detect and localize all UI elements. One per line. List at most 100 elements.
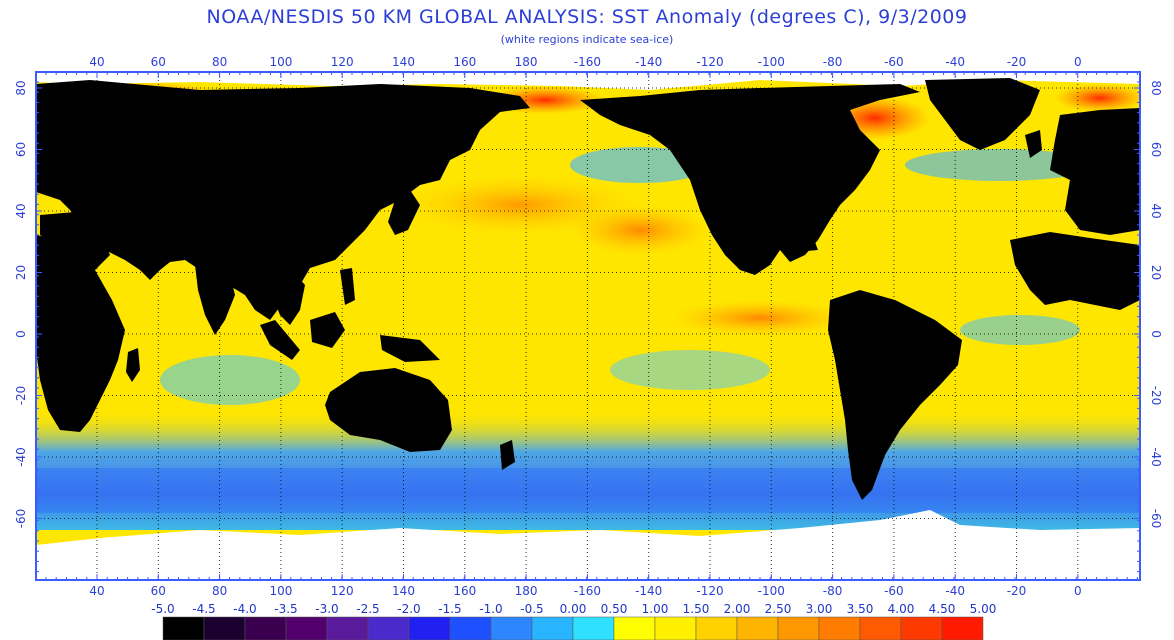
colorbar-label: -0.5	[520, 602, 543, 616]
land-west-africa	[1010, 232, 1140, 310]
colorbar-label: 2.00	[724, 602, 751, 616]
colorbar-swatch	[859, 616, 902, 640]
colorbar-swatch	[777, 616, 820, 640]
lon-label-bottom: 40	[89, 584, 104, 598]
land-north-america	[580, 84, 920, 275]
colorbar-swatch	[900, 616, 943, 640]
lat-label-right: -20	[1149, 386, 1163, 406]
colorbar-swatch	[449, 616, 492, 640]
lon-label-top: 0	[1074, 55, 1082, 69]
lat-label-left: 80	[14, 80, 28, 95]
colorbar-swatch	[326, 616, 369, 640]
land-newguinea	[380, 335, 440, 362]
lat-label-left: -40	[14, 447, 28, 467]
lon-label-top: -60	[884, 55, 904, 69]
colorbar-label: 5.00	[970, 602, 997, 616]
colorbar-label: -1.5	[438, 602, 461, 616]
lon-label-top: -160	[574, 55, 601, 69]
landmasses	[36, 78, 1140, 500]
lon-label-bottom: 60	[151, 584, 166, 598]
land-australia	[325, 368, 452, 452]
tick-marks	[36, 72, 1140, 580]
colorbar-label: -2.0	[397, 602, 420, 616]
lon-axis-bottom: 40 60 80 100 120 140 160 180 -160 -140 -120 -100 -80…	[89, 584, 1081, 598]
lat-axis-left: 80 60 40 20 0 -20 -40 -60	[14, 80, 28, 528]
colorbar-swatch	[367, 616, 410, 640]
colorbar-swatch	[613, 616, 656, 640]
lon-label-bottom: -60	[884, 584, 904, 598]
lon-label-top: 80	[212, 55, 227, 69]
lon-label-top: 140	[392, 55, 415, 69]
lon-label-bottom: 140	[392, 584, 415, 598]
colorbar-label: -5.0	[151, 602, 174, 616]
cool-south-atlantic	[960, 315, 1080, 345]
lat-label-left: 60	[14, 142, 28, 157]
southern-ocean-band	[36, 410, 1140, 530]
lat-label-right: 80	[1149, 80, 1163, 95]
warm-pacific-mid	[570, 205, 710, 255]
land-europe	[1050, 108, 1140, 235]
land-greenland	[925, 78, 1040, 150]
lat-label-left: 20	[14, 265, 28, 280]
colorbar-label: -2.5	[356, 602, 379, 616]
lon-label-top: 60	[151, 55, 166, 69]
lon-label-bottom: 160	[453, 584, 476, 598]
colorbar-label: 4.50	[929, 602, 956, 616]
colorbar-label: 1.50	[683, 602, 710, 616]
land-arabia	[40, 212, 110, 270]
lon-label-bottom: 100	[269, 584, 292, 598]
lat-axis-right: 80 60 40 20 0 -20 -40 -60	[1149, 80, 1163, 528]
colorbar	[162, 616, 984, 640]
lat-label-right: -40	[1149, 447, 1163, 467]
lon-label-top: -140	[635, 55, 662, 69]
lon-label-top: -100	[758, 55, 785, 69]
lon-label-top: -120	[696, 55, 723, 69]
map-subtitle: (white regions indicate sea-ice)	[500, 33, 674, 46]
lat-label-left: 40	[14, 203, 28, 218]
lon-label-bottom: -100	[758, 584, 785, 598]
lon-label-bottom: 180	[515, 584, 538, 598]
lat-label-right: 20	[1149, 265, 1163, 280]
lon-label-bottom: -120	[696, 584, 723, 598]
colorbar-label: -3.5	[274, 602, 297, 616]
lat-label-right: -60	[1149, 509, 1163, 529]
cool-indian	[160, 355, 300, 405]
cool-east-pacific	[610, 350, 770, 390]
colorbar-swatch	[736, 616, 779, 640]
land-south-america	[828, 290, 962, 500]
lon-label-top: -20	[1007, 55, 1027, 69]
colorbar-label: -1.0	[479, 602, 502, 616]
lat-label-right: 60	[1149, 142, 1163, 157]
colorbar-swatch	[941, 616, 984, 640]
colorbar-swatch	[285, 616, 328, 640]
antarctic-ice	[36, 510, 1140, 580]
colorbar-swatch	[244, 616, 287, 640]
land-madagascar	[126, 348, 140, 382]
lon-label-top: 40	[89, 55, 104, 69]
lon-label-bottom: -160	[574, 584, 601, 598]
arctic-ice	[36, 72, 1140, 90]
colorbar-swatch	[695, 616, 738, 640]
lon-label-bottom: -20	[1007, 584, 1027, 598]
lat-label-right: 40	[1149, 203, 1163, 218]
land-uk	[1025, 130, 1042, 158]
lon-label-bottom: -140	[635, 584, 662, 598]
colorbar-swatch	[572, 616, 615, 640]
land-cuba	[790, 242, 818, 252]
colorbar-label: 3.50	[847, 602, 874, 616]
lat-label-left: -60	[14, 509, 28, 529]
lon-label-top: -40	[945, 55, 965, 69]
lon-label-bottom: 80	[212, 584, 227, 598]
lon-label-top: 120	[331, 55, 354, 69]
colorbar-swatch	[203, 616, 246, 640]
land-borneo	[310, 312, 345, 348]
gridlines	[36, 72, 1140, 580]
colorbar-swatch	[162, 616, 205, 640]
colorbar-swatch	[490, 616, 533, 640]
colorbar-label: 1.00	[642, 602, 669, 616]
land-eurasia	[36, 80, 530, 320]
lon-label-top: 100	[269, 55, 292, 69]
colorbar-label: 3.00	[806, 602, 833, 616]
colorbar-swatch	[408, 616, 451, 640]
